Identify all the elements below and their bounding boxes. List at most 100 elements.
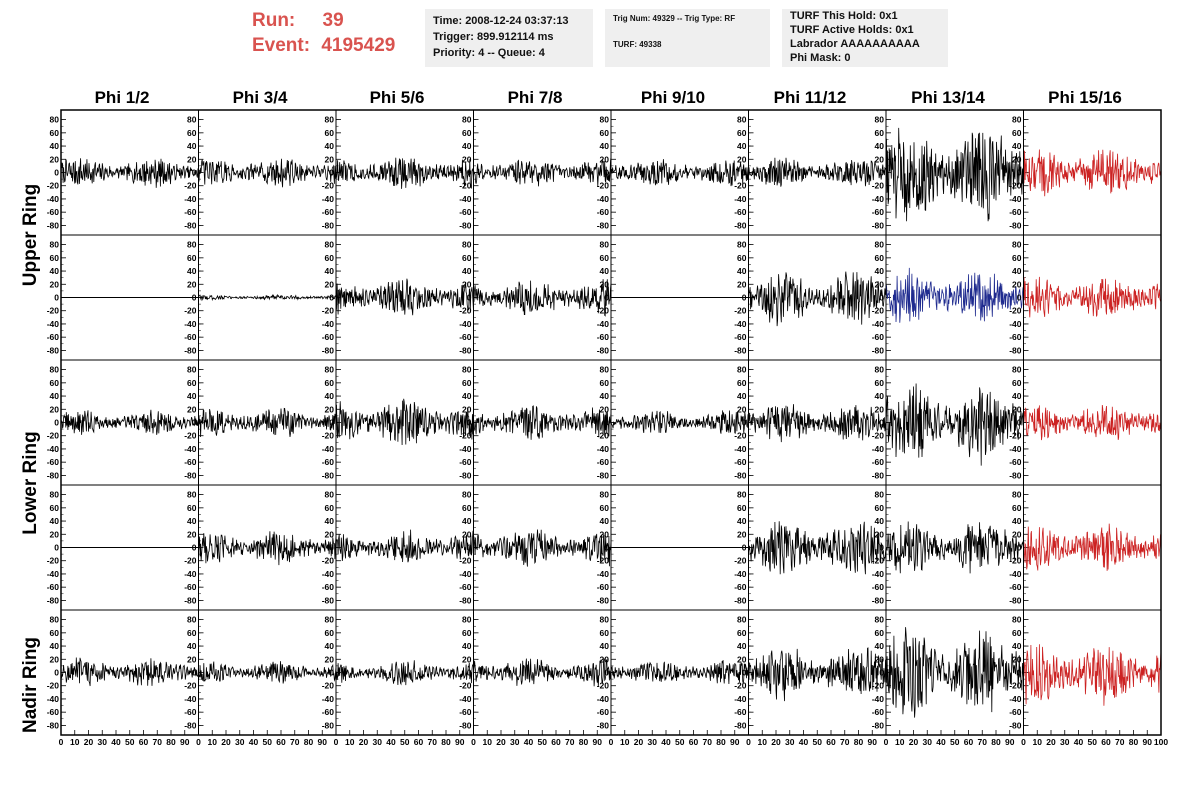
x-tick-label: 80 <box>854 737 864 747</box>
y-tick-label: 40 <box>50 266 60 276</box>
y-tick-label: -80 <box>597 595 610 605</box>
y-tick-label: 0 <box>192 418 197 428</box>
y-tick-label: -80 <box>184 595 197 605</box>
y-tick-label: -20 <box>184 306 197 316</box>
y-tick-label: 40 <box>187 641 197 651</box>
y-tick-label: 40 <box>50 641 60 651</box>
y-tick-label: 20 <box>737 654 747 664</box>
y-tick-label: 40 <box>50 141 60 151</box>
y-tick-label: -40 <box>597 569 610 579</box>
y-tick-label: -60 <box>734 457 747 467</box>
x-tick-label: 50 <box>125 737 135 747</box>
y-tick-label: 80 <box>187 240 197 250</box>
y-tick-label: -40 <box>1009 694 1022 704</box>
col-head-0: Phi 1/2 <box>94 88 150 107</box>
y-tick-label: 60 <box>600 378 610 388</box>
x-tick-label: 20 <box>496 737 506 747</box>
waveform-trace-r2-c6 <box>885 383 1024 466</box>
x-tick-label: 10 <box>1033 737 1043 747</box>
y-tick-label: -60 <box>597 332 610 342</box>
x-tick-label: 10 <box>620 737 630 747</box>
y-tick-label: 20 <box>50 279 60 289</box>
y-tick-label: -20 <box>872 431 885 441</box>
y-tick-label: 40 <box>462 641 472 651</box>
y-tick-label: -60 <box>322 457 335 467</box>
y-tick-label: 0 <box>467 418 472 428</box>
y-tick-label: 0 <box>467 168 472 178</box>
x-tick-label: 30 <box>923 737 933 747</box>
waveform-trace-r3-c7 <box>1023 523 1162 571</box>
y-tick-label: 0 <box>329 293 334 303</box>
y-tick-label: 80 <box>187 115 197 125</box>
y-tick-label: 60 <box>50 503 60 513</box>
y-tick-label: 0 <box>742 168 747 178</box>
y-tick-label: -80 <box>1009 345 1022 355</box>
y-tick-label: 60 <box>325 378 335 388</box>
y-tick-label: 20 <box>1012 154 1022 164</box>
y-tick-label: -60 <box>184 207 197 217</box>
y-tick-label: -40 <box>734 569 747 579</box>
y-tick-label: -60 <box>597 582 610 592</box>
y-tick-label: 0 <box>742 668 747 678</box>
x-tick-label: 100 <box>1154 737 1168 747</box>
x-tick-label: 90 <box>455 737 465 747</box>
y-tick-label: -20 <box>322 681 335 691</box>
y-tick-label: -60 <box>322 707 335 717</box>
turf-hold-line: TURF This Hold: 0x1 <box>790 10 898 22</box>
y-tick-label: 80 <box>1012 240 1022 250</box>
x-tick-label: 30 <box>648 737 658 747</box>
y-tick-label: 20 <box>737 279 747 289</box>
y-tick-label: 80 <box>875 490 885 500</box>
y-tick-label: -60 <box>1009 207 1022 217</box>
y-tick-label: -20 <box>597 181 610 191</box>
y-tick-label: -80 <box>184 470 197 480</box>
y-tick-label: 40 <box>875 391 885 401</box>
y-tick-label: 40 <box>600 641 610 651</box>
y-tick-label: 0 <box>604 543 609 553</box>
y-tick-label: -40 <box>47 694 60 704</box>
y-tick-label: 20 <box>737 529 747 539</box>
y-tick-label: -40 <box>1009 569 1022 579</box>
x-tick-label: 90 <box>593 737 603 747</box>
y-tick-label: -80 <box>47 595 60 605</box>
y-tick-label: 60 <box>50 128 60 138</box>
y-tick-label: 80 <box>600 115 610 125</box>
y-tick-label: 40 <box>325 391 335 401</box>
x-tick-label: 40 <box>524 737 534 747</box>
waveform-trace-r3-c2 <box>335 529 474 563</box>
x-tick-label: 40 <box>386 737 396 747</box>
y-tick-label: -60 <box>1009 332 1022 342</box>
x-tick-label: 40 <box>661 737 671 747</box>
y-tick-label: -60 <box>459 582 472 592</box>
y-tick-label: 20 <box>1012 279 1022 289</box>
x-tick-label: 80 <box>166 737 176 747</box>
y-tick-label: 80 <box>875 615 885 625</box>
y-tick-label: 40 <box>325 641 335 651</box>
x-tick-label: 0 <box>884 737 889 747</box>
y-tick-label: 80 <box>875 115 885 125</box>
waveform-trace-r0-c7 <box>1023 149 1162 197</box>
x-tick-label: 60 <box>139 737 149 747</box>
y-tick-label: 60 <box>187 628 197 638</box>
y-tick-label: 80 <box>737 365 747 375</box>
y-tick-label: 40 <box>462 516 472 526</box>
y-tick-label: 60 <box>50 378 60 388</box>
y-tick-label: -60 <box>872 707 885 717</box>
waveform-trace-r4-c5 <box>748 647 887 702</box>
y-tick-label: 0 <box>604 168 609 178</box>
y-tick-label: 60 <box>1012 628 1022 638</box>
waveform-grid: -80 -60 -40 -20 0 20 40 60 80 -80 -60 -40 -20 0 20 40 60… <box>47 109 1168 747</box>
run-event-box: Run: 39 Event: 4195429 <box>252 8 422 58</box>
trigger-line: Trigger: 899.912114 ms <box>433 31 554 43</box>
x-tick-label: 60 <box>414 737 424 747</box>
x-tick-label: 20 <box>771 737 781 747</box>
y-tick-label: -20 <box>1009 431 1022 441</box>
y-tick-label: 80 <box>187 365 197 375</box>
waveform-trace-r1-c2 <box>335 278 474 316</box>
y-tick-label: -80 <box>322 470 335 480</box>
y-tick-label: 0 <box>329 168 334 178</box>
y-tick-label: -80 <box>734 470 747 480</box>
y-tick-label: -40 <box>47 569 60 579</box>
y-tick-label: 60 <box>187 503 197 513</box>
y-tick-label: 60 <box>600 503 610 513</box>
